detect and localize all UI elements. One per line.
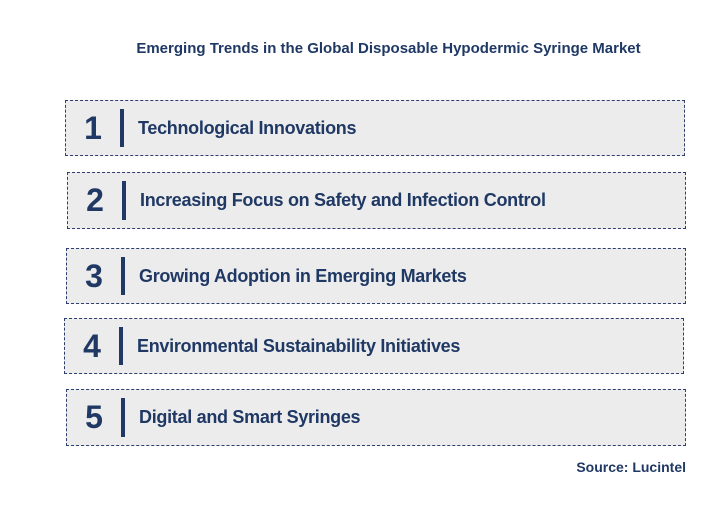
trend-label: Environmental Sustainability Initiatives bbox=[137, 335, 461, 356]
divider-bar bbox=[120, 109, 124, 147]
trend-label: Increasing Focus on Safety and Infection… bbox=[140, 190, 546, 210]
divider-bar bbox=[121, 257, 125, 295]
trend-label: Technological Innovations bbox=[138, 117, 357, 138]
trend-number: 2 bbox=[86, 182, 104, 218]
trend-item-4: 4 Environmental Sustainability Initiativ… bbox=[64, 318, 684, 374]
divider-bar bbox=[121, 398, 125, 437]
trend-number: 1 bbox=[84, 109, 102, 146]
trend-number: 4 bbox=[83, 327, 101, 364]
trend-item-5: 5 Digital and Smart Syringes bbox=[66, 389, 686, 446]
source-note: Source: Lucintel bbox=[576, 459, 686, 475]
trend-item-2: 2 Increasing Focus on Safety and Infecti… bbox=[67, 172, 686, 229]
trend-label: Growing Adoption in Emerging Markets bbox=[139, 265, 467, 286]
trend-label: Digital and Smart Syringes bbox=[139, 407, 361, 427]
trend-number: 5 bbox=[85, 399, 103, 435]
trend-number: 3 bbox=[85, 257, 103, 294]
diagram-title: Emerging Trends in the Global Disposable… bbox=[136, 40, 641, 57]
trend-item-3: 3 Growing Adoption in Emerging Markets bbox=[66, 248, 686, 304]
trend-item-1: 1 Technological Innovations bbox=[65, 100, 685, 156]
divider-bar bbox=[119, 327, 123, 365]
divider-bar bbox=[122, 181, 126, 220]
